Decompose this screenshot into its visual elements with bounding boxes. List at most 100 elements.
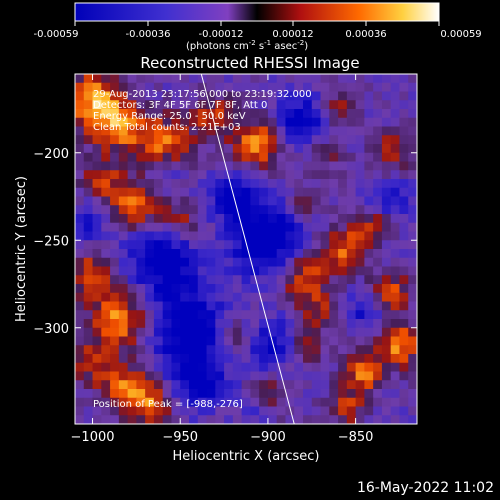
heatmap-cell bbox=[338, 310, 348, 320]
heatmap-cell bbox=[346, 371, 357, 381]
heatmap-cell bbox=[206, 135, 216, 145]
heatmap-cell bbox=[294, 362, 304, 373]
heatmap-cell bbox=[206, 292, 216, 303]
heatmap-cell bbox=[145, 319, 155, 329]
heatmap-cell bbox=[136, 117, 146, 128]
heatmap-cell bbox=[92, 126, 102, 136]
heatmap-cell bbox=[381, 301, 392, 311]
heatmap-cell bbox=[215, 179, 225, 189]
heatmap-cell bbox=[399, 205, 409, 215]
y-axis-ticks: −200−250−300 bbox=[33, 147, 417, 337]
heatmap-cell bbox=[110, 327, 120, 338]
heatmap-cell bbox=[145, 144, 155, 154]
heatmap-cell bbox=[189, 406, 199, 416]
heatmap-cell bbox=[92, 249, 102, 259]
heatmap-cell bbox=[241, 397, 251, 408]
heatmap-cell bbox=[118, 284, 129, 294]
heatmap-cell bbox=[267, 240, 278, 250]
heatmap-cell bbox=[162, 415, 173, 424]
heatmap-cell bbox=[320, 389, 330, 399]
heatmap-cell bbox=[399, 91, 409, 101]
heatmap-cell bbox=[381, 117, 392, 128]
heatmap-cell bbox=[259, 301, 269, 311]
heatmap-cell bbox=[153, 266, 164, 276]
heatmap-cell bbox=[118, 336, 129, 346]
heatmap-cell bbox=[189, 336, 199, 346]
heatmap-cell bbox=[346, 152, 357, 163]
heatmap-cell bbox=[329, 292, 339, 303]
heatmap-cell bbox=[232, 249, 243, 259]
heatmap-cell bbox=[224, 257, 234, 268]
heatmap-cell bbox=[75, 109, 85, 119]
heatmap-cell bbox=[241, 354, 251, 364]
heatmap-cell bbox=[294, 126, 304, 136]
heatmap-cell bbox=[285, 179, 295, 189]
heatmap-cell bbox=[241, 187, 251, 198]
heatmap-cell bbox=[373, 362, 383, 373]
heatmap-cell bbox=[320, 327, 330, 338]
heatmap-cell bbox=[180, 275, 190, 285]
heatmap-cell bbox=[92, 117, 102, 128]
heatmap-cell bbox=[101, 91, 111, 101]
heatmap-cell bbox=[180, 362, 190, 373]
heatmap-cell bbox=[189, 231, 199, 241]
heatmap-cell bbox=[232, 389, 243, 399]
heatmap-cell bbox=[180, 187, 190, 198]
heatmap-cell bbox=[267, 205, 278, 215]
heatmap-cell bbox=[250, 301, 260, 311]
heatmap-cell bbox=[171, 82, 181, 93]
heatmap-cell bbox=[303, 179, 313, 189]
heatmap-cell bbox=[381, 275, 392, 285]
heatmap-cell bbox=[118, 152, 129, 163]
heatmap-cell bbox=[232, 74, 243, 84]
heatmap-cell bbox=[311, 126, 322, 136]
heatmap-cell bbox=[127, 266, 137, 276]
heatmap-cell bbox=[320, 222, 330, 233]
heatmap-cell bbox=[355, 266, 365, 276]
heatmap-cell bbox=[267, 117, 278, 128]
heatmap-cell bbox=[92, 397, 102, 408]
heatmap-cell bbox=[110, 266, 120, 276]
heatmap-cell bbox=[110, 196, 120, 206]
heatmap-cell bbox=[259, 406, 269, 416]
heatmap-cell bbox=[267, 345, 278, 355]
heatmap-cell bbox=[118, 362, 129, 373]
heatmap-cell bbox=[197, 380, 208, 390]
heatmap-cell bbox=[355, 100, 365, 110]
heatmap-cell bbox=[92, 415, 102, 424]
heatmap-cell bbox=[75, 249, 85, 259]
heatmap-cell bbox=[75, 82, 85, 93]
heatmap-cell bbox=[197, 126, 208, 136]
heatmap-cell bbox=[250, 187, 260, 198]
heatmap-cell bbox=[338, 170, 348, 180]
heatmap-cell bbox=[92, 74, 102, 84]
heatmap-cell bbox=[153, 126, 164, 136]
heatmap-cell bbox=[250, 170, 260, 180]
heatmap-cell bbox=[171, 406, 181, 416]
heatmap-cell bbox=[390, 354, 401, 364]
heatmap-cell bbox=[83, 292, 94, 303]
heatmap-cell bbox=[338, 100, 348, 110]
heatmap-cell bbox=[136, 310, 146, 320]
heatmap-cell bbox=[399, 187, 409, 198]
heatmap-cell bbox=[118, 292, 129, 303]
heatmap-cell bbox=[171, 389, 181, 399]
heatmap-cell bbox=[153, 231, 164, 241]
heatmap-cell bbox=[197, 91, 208, 101]
heatmap-cell bbox=[329, 389, 339, 399]
heatmap-cell bbox=[92, 257, 102, 268]
heatmap-cell bbox=[83, 170, 94, 180]
heatmap-cell bbox=[355, 144, 365, 154]
heatmap-cell bbox=[355, 284, 365, 294]
heatmap-cell bbox=[75, 292, 85, 303]
heatmap-cell bbox=[259, 205, 269, 215]
heatmap-cell bbox=[408, 284, 417, 294]
heatmap-cell bbox=[373, 310, 383, 320]
heatmap-cell bbox=[303, 266, 313, 276]
heatmap-cell bbox=[136, 301, 146, 311]
heatmap-cell bbox=[189, 91, 199, 101]
heatmap-cell bbox=[285, 249, 295, 259]
heatmap-cell bbox=[110, 354, 120, 364]
heatmap-cell bbox=[355, 214, 365, 224]
heatmap-cell bbox=[408, 257, 417, 268]
